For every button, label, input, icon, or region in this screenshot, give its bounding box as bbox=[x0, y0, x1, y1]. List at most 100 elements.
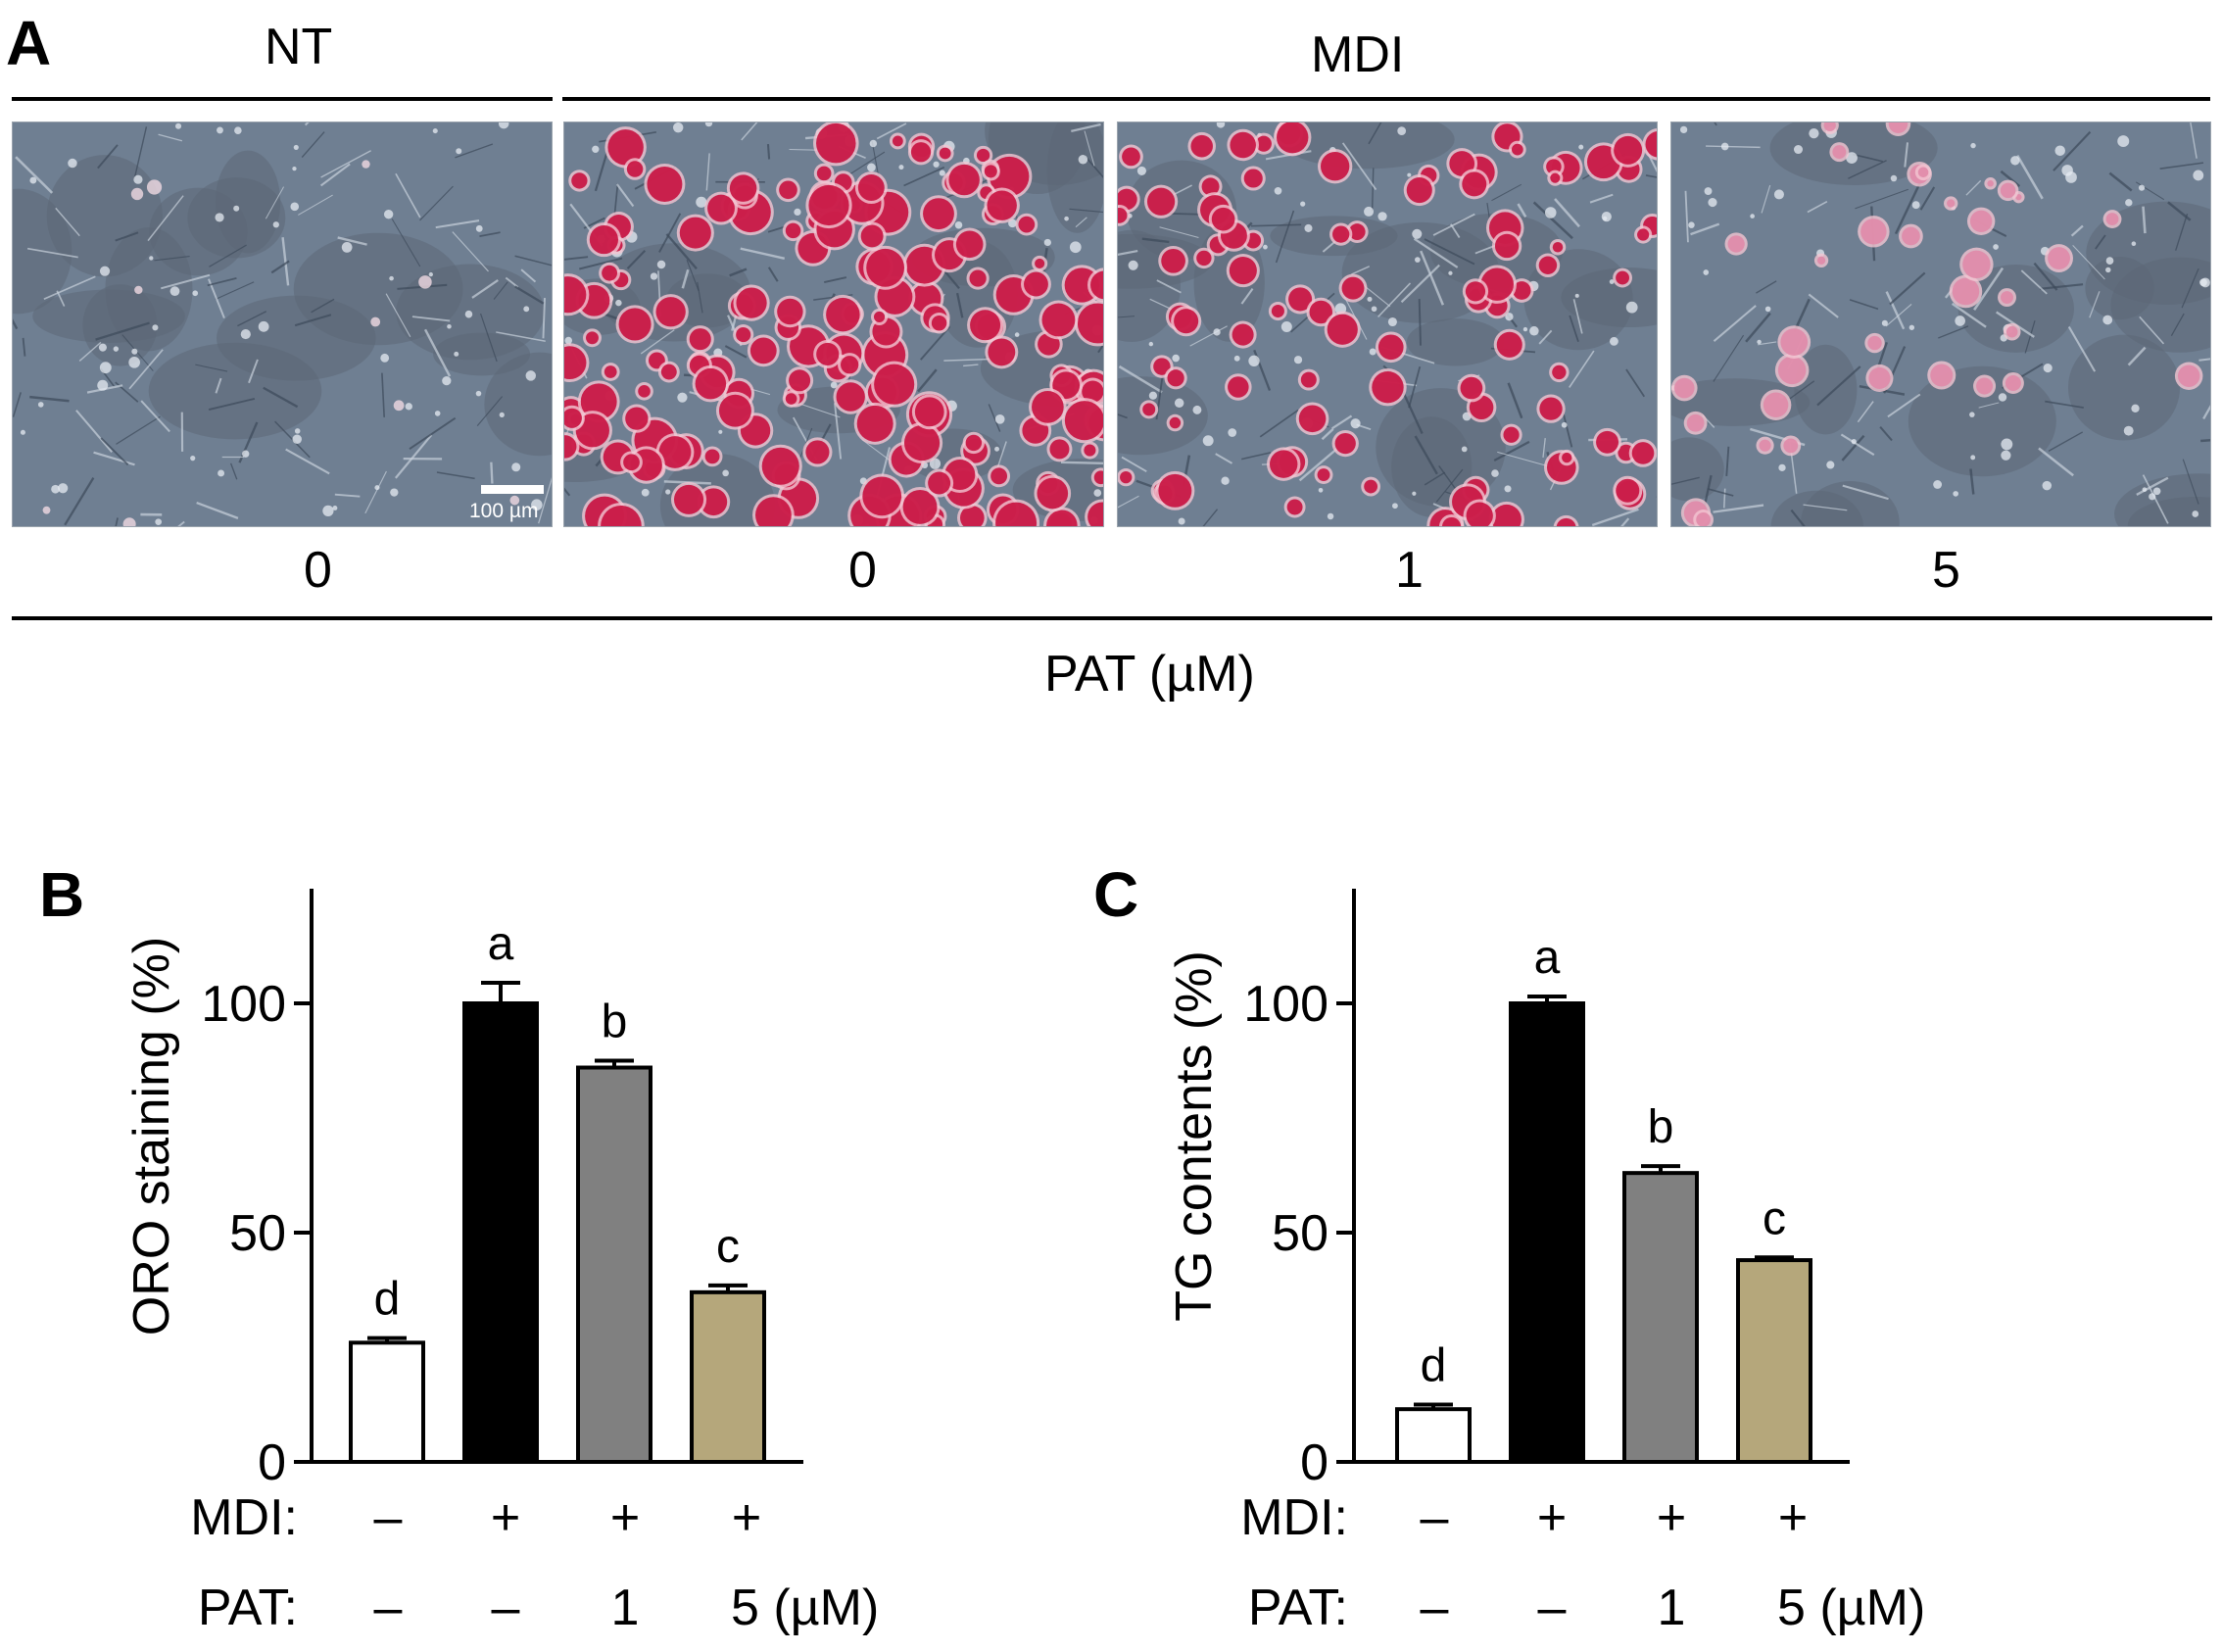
cell-body bbox=[665, 489, 671, 495]
cell-strand bbox=[229, 462, 238, 480]
cell-body bbox=[434, 411, 441, 416]
lipid-droplet bbox=[1832, 145, 1847, 160]
cell-strand bbox=[1589, 193, 1614, 204]
panel-a-letter: A bbox=[6, 8, 52, 78]
scale-bar-label: 100 µm bbox=[469, 500, 539, 522]
cell-body bbox=[1703, 269, 1710, 275]
lipid-droplet bbox=[808, 184, 849, 226]
cell-strand bbox=[626, 249, 647, 269]
lipid-droplet bbox=[931, 316, 947, 331]
cell-strand bbox=[1118, 364, 1163, 394]
cell-strand bbox=[943, 358, 990, 362]
lipid-droplet bbox=[1777, 356, 1807, 385]
lipid-droplet bbox=[601, 505, 642, 526]
cell-strand bbox=[963, 364, 979, 367]
mdi-row-value: + bbox=[491, 1489, 520, 1546]
lipid-droplet bbox=[1480, 267, 1514, 301]
cell-body bbox=[217, 126, 223, 134]
cell-body bbox=[830, 381, 838, 389]
lipid-droplet bbox=[2000, 182, 2016, 199]
cell-body bbox=[523, 306, 530, 313]
lipid-droplet bbox=[1406, 176, 1432, 204]
cell-body bbox=[1911, 201, 1920, 210]
y-tick-label: 0 bbox=[1300, 1434, 1328, 1491]
lipid-droplet bbox=[1868, 366, 1891, 389]
cell-body bbox=[475, 224, 483, 232]
lipid-droplet bbox=[1546, 159, 1562, 174]
cell-strand bbox=[615, 183, 635, 208]
cell-body bbox=[1448, 270, 1453, 275]
cell-body bbox=[2149, 493, 2156, 501]
cell-body bbox=[1293, 356, 1303, 364]
lipid-droplet bbox=[1952, 277, 1980, 306]
lipid-droplet bbox=[1158, 473, 1192, 508]
dose-label-mdi-1: 1 bbox=[1395, 542, 1424, 599]
pat-row-value: 1 bbox=[611, 1579, 640, 1636]
cell-body bbox=[1890, 174, 1898, 182]
cell-strand bbox=[2159, 162, 2204, 170]
cell-body bbox=[242, 450, 250, 458]
cell-strand bbox=[2181, 267, 2199, 309]
cell-body bbox=[1953, 491, 1958, 497]
lipid-droplet bbox=[130, 187, 144, 201]
cell-strand bbox=[2142, 474, 2169, 524]
lipid-droplet bbox=[2105, 213, 2119, 226]
cell-body bbox=[1367, 296, 1373, 302]
cell-body bbox=[499, 412, 505, 418]
cell-body bbox=[1704, 187, 1713, 196]
dose-label-nt: 0 bbox=[304, 542, 332, 599]
cell-strand bbox=[1713, 334, 1745, 382]
cell-strand bbox=[1322, 240, 1336, 253]
significance-label: d bbox=[1421, 1340, 1447, 1392]
lipid-droplet bbox=[1064, 401, 1103, 441]
lipid-droplet bbox=[1288, 287, 1313, 312]
lipid-droplet bbox=[1930, 364, 1954, 387]
cell-shadow bbox=[1801, 481, 1900, 526]
lipid-droplet bbox=[689, 328, 711, 351]
cell-body bbox=[2123, 425, 2134, 436]
lipid-droplet bbox=[564, 408, 582, 428]
cell-body bbox=[332, 506, 338, 510]
cell-strand bbox=[281, 237, 290, 286]
cell-body bbox=[292, 166, 297, 171]
cell-body bbox=[1993, 244, 1999, 250]
cell-body bbox=[1757, 339, 1762, 345]
pat-axis-line bbox=[12, 616, 2212, 620]
nt-group-line bbox=[12, 97, 553, 101]
lipid-droplet bbox=[1228, 376, 1249, 398]
cell-body bbox=[1601, 212, 1612, 222]
lipid-droplet bbox=[1153, 358, 1171, 375]
lipid-droplet bbox=[1816, 256, 1826, 265]
cell-body bbox=[1846, 152, 1858, 164]
cell-shadow bbox=[32, 289, 185, 343]
cell-strand bbox=[1841, 434, 1865, 462]
mdi-row-value: – bbox=[1421, 1489, 1449, 1546]
significance-label: a bbox=[1534, 932, 1561, 984]
lipid-droplet bbox=[2048, 247, 2070, 270]
cell-body bbox=[1148, 341, 1154, 347]
lipid-droplet bbox=[370, 316, 381, 327]
cell-strand bbox=[1275, 210, 1295, 264]
cell-strand bbox=[1414, 435, 1438, 475]
cell-body bbox=[292, 434, 302, 444]
cell-body bbox=[564, 336, 573, 345]
cell-body bbox=[1233, 355, 1240, 362]
cell-strand bbox=[215, 377, 222, 394]
cell-body bbox=[1998, 393, 2007, 402]
lipid-droplet bbox=[1550, 172, 1561, 183]
cell-body bbox=[149, 256, 154, 261]
cell-strand bbox=[686, 260, 700, 292]
pat-row-label: PAT: bbox=[1248, 1579, 1348, 1636]
mdi-row-value: + bbox=[1537, 1489, 1567, 1546]
cell-strand bbox=[237, 311, 267, 327]
cell-strand bbox=[1400, 264, 1440, 304]
cell-strand bbox=[1075, 217, 1087, 228]
cell-body bbox=[2042, 480, 2053, 491]
mdi-row-value: + bbox=[1657, 1489, 1686, 1546]
cell-body bbox=[428, 271, 433, 277]
cell-strand bbox=[2045, 400, 2084, 409]
cell-strand bbox=[248, 359, 259, 384]
lipid-droplet bbox=[1987, 180, 1994, 187]
lipid-droplet bbox=[1093, 470, 1103, 485]
cell-body bbox=[169, 286, 180, 297]
